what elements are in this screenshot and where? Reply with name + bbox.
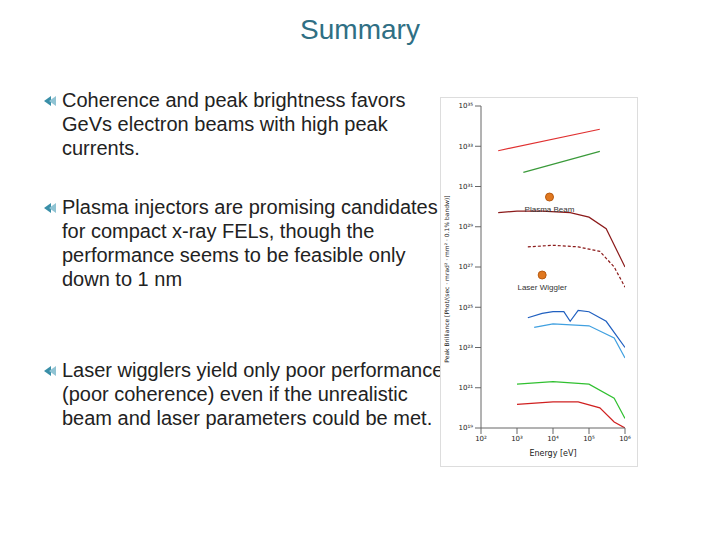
svg-text:10²³: 10²³ — [458, 344, 473, 352]
svg-text:10⁴: 10⁴ — [547, 435, 559, 443]
svg-text:Plasma Beam: Plasma Beam — [525, 205, 575, 214]
svg-text:Laser Wiggler: Laser Wiggler — [517, 283, 567, 292]
html-text:Coherence and peak brightness: Coherence and peak brightness favors GeV… — [62, 89, 406, 159]
html-text:Laser wigglers yield only poor: Laser wigglers yield only poor performan… — [62, 359, 444, 429]
svg-text:10³³: 10³³ — [458, 143, 473, 151]
svg-text:10⁶: 10⁶ — [619, 435, 631, 443]
svg-text:10¹⁹: 10¹⁹ — [458, 424, 473, 432]
html-text:Peak Brilliance [Phot/(sec · m: Peak Brilliance [Phot/(sec · mrad² · mm²… — [443, 195, 450, 363]
svg-text:10³¹: 10³¹ — [458, 183, 473, 191]
svg-text:Energy [eV]: Energy [eV] — [529, 449, 576, 458]
svg-text:10²⁷: 10²⁷ — [458, 263, 473, 271]
html-text:Summary: Summary — [300, 14, 420, 45]
svg-text:10²⁹: 10²⁹ — [458, 223, 473, 231]
svg-text:10²: 10² — [475, 435, 487, 443]
svg-text:10²⁵: 10²⁵ — [458, 304, 473, 312]
svg-text:10³⁵: 10³⁵ — [458, 102, 473, 110]
html-text:Plasma injectors are promising: Plasma injectors are promising candidate… — [62, 196, 438, 290]
svg-text:10²¹: 10²¹ — [458, 384, 473, 392]
svg-text:10³: 10³ — [511, 435, 523, 443]
svg-text:10⁵: 10⁵ — [583, 435, 595, 443]
